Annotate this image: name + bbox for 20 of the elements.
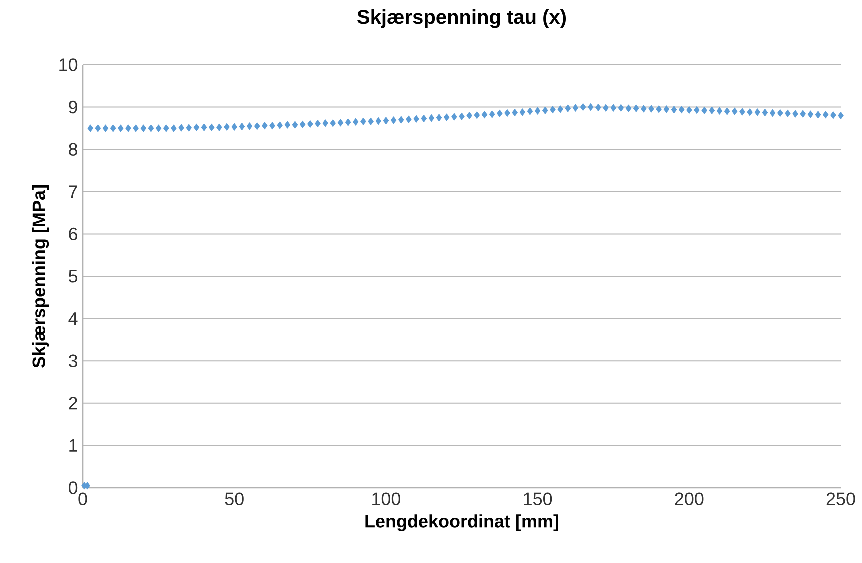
y-axis-title: Skjærspenning [MPa] — [32, 186, 50, 368]
chart-title: Skjærspenning tau (x) — [358, 10, 566, 28]
x-tick-label: 250 — [826, 492, 856, 506]
y-tick-label: 5 — [68, 270, 78, 283]
y-tick-label: 1 — [70, 440, 78, 452]
x-axis-title: Lengdekoordinat [mm] — [366, 514, 558, 532]
x-tick-label: 50 — [225, 492, 244, 506]
y-tick-label: 6 — [69, 228, 78, 241]
y-tick-label: 0 — [68, 482, 78, 494]
y-tick-label: 10 — [60, 58, 78, 72]
x-tick-label: 0 — [78, 492, 88, 506]
x-tick-label: 200 — [675, 492, 704, 506]
x-tick-label: 150 — [524, 492, 552, 506]
x-tick-label: 100 — [372, 492, 401, 506]
y-tick-label: 4 — [68, 312, 78, 325]
y-tick-label: 2 — [69, 397, 78, 410]
y-tick-label: 9 — [69, 100, 78, 114]
y-tick-label: 8 — [69, 143, 78, 156]
y-tick-label: 7 — [69, 186, 78, 198]
y-tick-label: 3 — [68, 354, 78, 368]
